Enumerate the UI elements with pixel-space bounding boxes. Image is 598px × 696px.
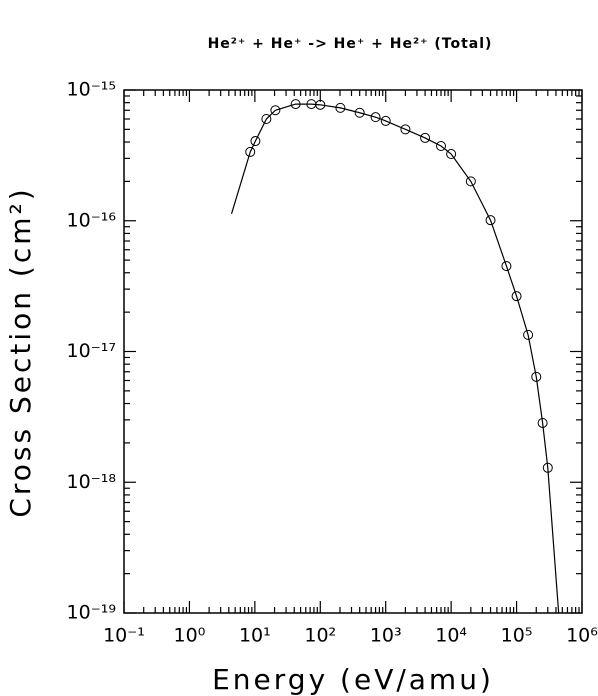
- y-tick-label: 10⁻¹⁵: [67, 79, 116, 101]
- x-tick-label: 10⁵: [501, 625, 533, 647]
- x-tick-label: 10⁻¹: [103, 625, 145, 647]
- data-point: [250, 136, 261, 147]
- y-tick-label: 10⁻¹⁶: [67, 209, 116, 231]
- x-axis-label: Energy (eV/amu): [212, 663, 494, 696]
- x-tick-label: 10⁶: [566, 625, 598, 647]
- data-point: [335, 102, 346, 113]
- data-point: [511, 291, 522, 302]
- y-tick-label: 10⁻¹⁹: [67, 602, 116, 624]
- data-point: [523, 329, 534, 340]
- x-tick-label: 10⁴: [435, 625, 467, 647]
- x-tick-label: 10¹: [239, 625, 271, 647]
- data-point: [261, 114, 272, 125]
- y-axis-label: Cross Section (cm²): [4, 186, 37, 517]
- data-point: [436, 140, 447, 151]
- x-tick-label: 10⁰: [174, 625, 206, 647]
- data-point: [270, 105, 281, 116]
- fit-line: [230, 103, 560, 614]
- data-point: [501, 261, 512, 272]
- data-point: [531, 371, 542, 382]
- y-tick-label: 10⁻¹⁷: [67, 340, 116, 362]
- data-point: [420, 132, 431, 143]
- data-point: [446, 148, 457, 159]
- data-point: [354, 107, 365, 118]
- data-point: [380, 115, 391, 126]
- data-point: [542, 462, 553, 473]
- x-tick-label: 10²: [304, 625, 336, 647]
- data-point: [485, 215, 496, 226]
- y-tick-label: 10⁻¹⁸: [67, 471, 116, 493]
- data-point: [315, 99, 326, 110]
- data-point: [370, 112, 381, 123]
- plot-frame: [123, 89, 583, 614]
- data-point: [290, 99, 301, 110]
- data-point: [537, 417, 548, 428]
- data-point: [465, 176, 476, 187]
- data-point: [400, 124, 411, 135]
- data-point: [245, 146, 256, 157]
- x-tick-label: 10³: [370, 625, 402, 647]
- chart-title: He²⁺ + He⁺ -> He⁺ + He²⁺ (Total): [208, 36, 493, 52]
